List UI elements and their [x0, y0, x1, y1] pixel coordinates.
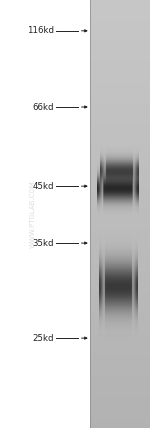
- Text: WWW.PTGLAB.COM: WWW.PTGLAB.COM: [30, 180, 36, 248]
- Text: 35kd: 35kd: [33, 238, 54, 248]
- Text: 66kd: 66kd: [33, 102, 54, 112]
- Text: 116kd: 116kd: [27, 26, 54, 36]
- Text: 25kd: 25kd: [33, 333, 54, 343]
- Text: 45kd: 45kd: [33, 181, 54, 191]
